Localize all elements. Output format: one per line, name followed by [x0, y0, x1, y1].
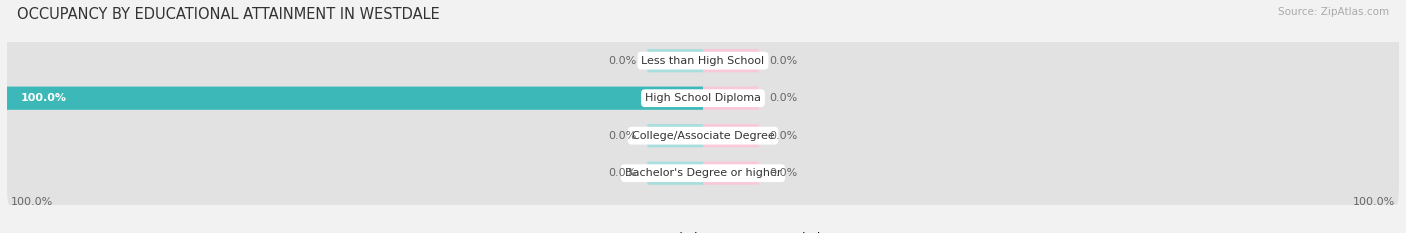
Text: 0.0%: 0.0% — [609, 168, 637, 178]
FancyBboxPatch shape — [703, 161, 759, 185]
Text: 0.0%: 0.0% — [769, 131, 797, 141]
FancyBboxPatch shape — [7, 86, 703, 110]
FancyBboxPatch shape — [7, 65, 1399, 131]
FancyBboxPatch shape — [7, 103, 1399, 168]
Text: Bachelor's Degree or higher: Bachelor's Degree or higher — [624, 168, 782, 178]
Text: 0.0%: 0.0% — [769, 56, 797, 66]
FancyBboxPatch shape — [703, 124, 759, 147]
Text: College/Associate Degree: College/Associate Degree — [631, 131, 775, 141]
Text: 100.0%: 100.0% — [1353, 197, 1396, 207]
FancyBboxPatch shape — [7, 140, 1399, 206]
Legend: Owner-occupied, Renter-occupied: Owner-occupied, Renter-occupied — [585, 232, 821, 233]
Text: 0.0%: 0.0% — [769, 93, 797, 103]
Text: 100.0%: 100.0% — [21, 93, 67, 103]
FancyBboxPatch shape — [647, 124, 703, 147]
FancyBboxPatch shape — [647, 49, 703, 72]
Text: OCCUPANCY BY EDUCATIONAL ATTAINMENT IN WESTDALE: OCCUPANCY BY EDUCATIONAL ATTAINMENT IN W… — [17, 7, 440, 22]
FancyBboxPatch shape — [703, 86, 759, 110]
Text: Source: ZipAtlas.com: Source: ZipAtlas.com — [1278, 7, 1389, 17]
Text: 0.0%: 0.0% — [609, 131, 637, 141]
FancyBboxPatch shape — [647, 161, 703, 185]
Text: High School Diploma: High School Diploma — [645, 93, 761, 103]
FancyBboxPatch shape — [7, 28, 1399, 93]
Text: 0.0%: 0.0% — [609, 56, 637, 66]
Text: Less than High School: Less than High School — [641, 56, 765, 66]
Text: 0.0%: 0.0% — [769, 168, 797, 178]
FancyBboxPatch shape — [703, 49, 759, 72]
Text: 100.0%: 100.0% — [10, 197, 53, 207]
